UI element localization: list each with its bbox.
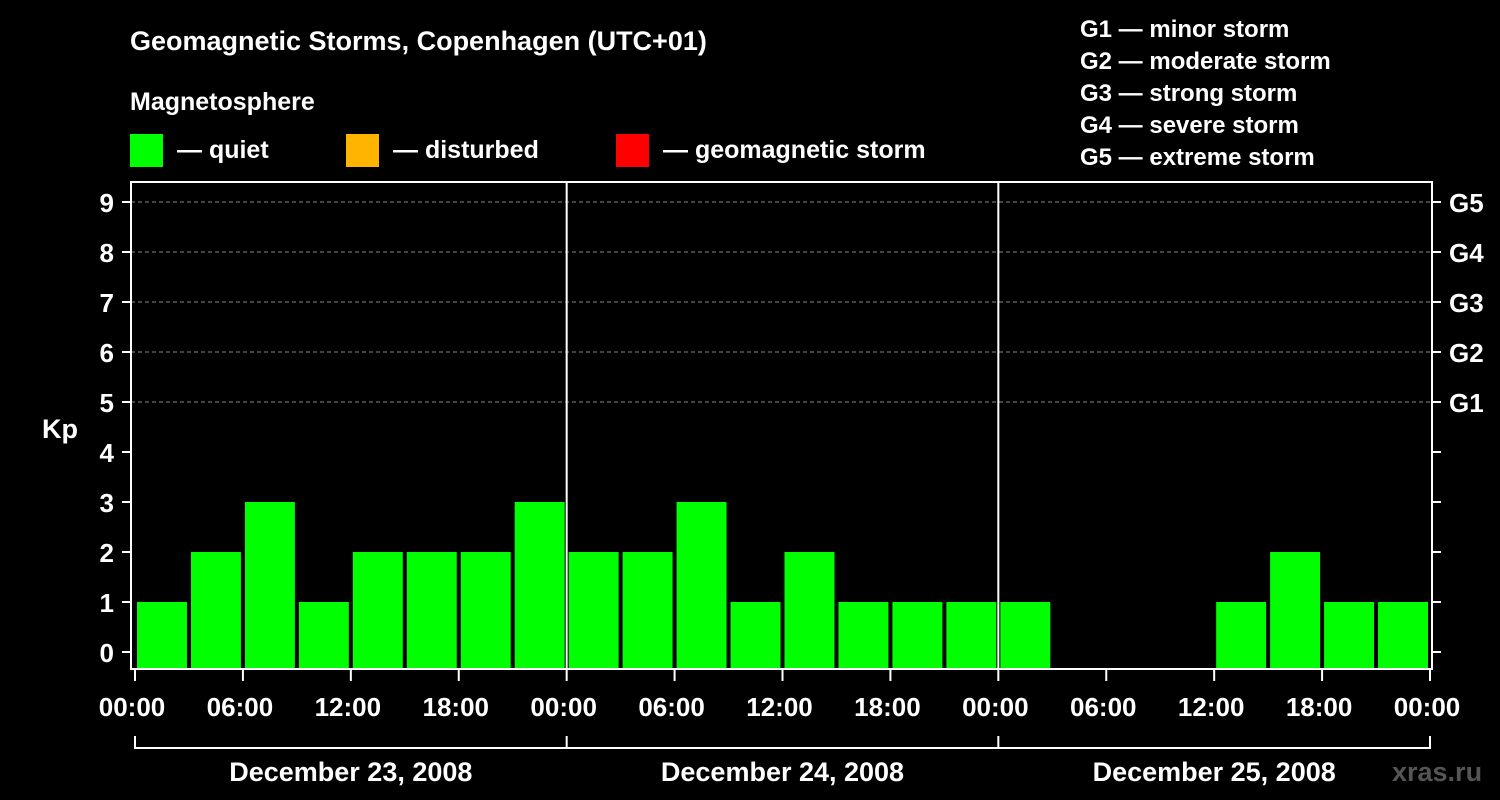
bar-5	[406, 552, 457, 668]
bar-7	[514, 502, 565, 668]
x-axis-ticks: 00:00 06:00 12:00 18:00 00:00 06:00 12:00 18:00…	[99, 669, 1461, 722]
legend: — quiet — disturbed — geomagnetic storm	[130, 134, 926, 167]
legend-label-disturbed: — disturbed	[393, 136, 539, 164]
x-tick-label-2: 12:00	[315, 692, 382, 722]
legend-label-quiet: — quiet	[177, 136, 269, 164]
storm-label-g5: G5	[1449, 188, 1484, 218]
x-tick-label-5: 06:00	[638, 692, 705, 722]
y-tick-label-7: 7	[100, 288, 114, 318]
x-tick-label-6: 12:00	[746, 692, 813, 722]
x-tick-label-1: 06:00	[207, 692, 274, 722]
y-tick-label-5: 5	[100, 388, 114, 418]
day-brackets: December 23, 2008 December 24, 2008 Decemb…	[134, 736, 1431, 787]
storm-label-g2: G2	[1449, 338, 1484, 368]
storm-scale-g1: G1 — minor storm	[1080, 16, 1289, 43]
y-tick-label-2: 2	[100, 538, 114, 568]
bar-11	[730, 602, 781, 668]
legend-swatch-quiet	[130, 134, 163, 167]
y-axis-label: Kp	[42, 414, 78, 444]
bar-14	[892, 602, 943, 668]
day-separators	[565, 182, 1000, 669]
day-label-1: December 24, 2008	[661, 757, 904, 787]
chart-title: Geomagnetic Storms, Copenhagen (UTC+01)	[130, 26, 707, 56]
storm-label-g4: G4	[1449, 238, 1484, 268]
day-label-2: December 25, 2008	[1093, 757, 1336, 787]
storm-scale-g3: G3 — strong storm	[1080, 80, 1297, 107]
legend-title: Magnetosphere	[130, 88, 315, 116]
bar-3	[298, 602, 349, 668]
plot-frame	[130, 181, 1433, 670]
bar-6	[460, 552, 511, 668]
grid-lines	[131, 201, 1432, 403]
x-tick-label-4: 00:00	[530, 692, 597, 722]
x-tick-label-8: 00:00	[962, 692, 1029, 722]
bar-10	[676, 502, 727, 668]
bar-16	[1000, 602, 1051, 668]
y-tick-label-1: 1	[100, 588, 114, 618]
watermark: xras.ru	[1392, 757, 1482, 787]
storm-label-g1: G1	[1449, 388, 1484, 418]
bar-20	[1216, 602, 1267, 668]
storm-scale-g4: G4 — severe storm	[1080, 112, 1299, 139]
x-tick-label-10: 12:00	[1178, 692, 1245, 722]
bar-4	[352, 552, 403, 668]
y-axis-ticks: 0 1 2 3 4 5 6 7 8 9	[100, 188, 131, 668]
day-label-0: December 23, 2008	[229, 757, 472, 787]
y-tick-label-8: 8	[100, 238, 114, 268]
x-tick-label-7: 18:00	[854, 692, 921, 722]
bar-2	[244, 502, 295, 668]
y-tick-label-9: 9	[100, 188, 114, 218]
x-tick-label-0: 00:00	[99, 692, 166, 722]
x-tick-label-9: 06:00	[1070, 692, 1137, 722]
bar-1	[190, 552, 241, 668]
bar-8	[568, 552, 619, 668]
bar-22	[1324, 602, 1375, 668]
x-tick-label-12: 00:00	[1394, 692, 1461, 722]
y-tick-label-4: 4	[100, 438, 115, 468]
x-tick-label-11: 18:00	[1286, 692, 1353, 722]
y-tick-label-0: 0	[100, 638, 114, 668]
legend-swatch-disturbed	[346, 134, 379, 167]
bar-21	[1270, 552, 1321, 668]
storm-label-g3: G3	[1449, 288, 1484, 318]
storm-axis-ticks: G1 G2 G3 G4 G5	[1432, 188, 1484, 653]
bar-12	[784, 552, 835, 668]
y-tick-label-6: 6	[100, 338, 114, 368]
legend-swatch-storm	[616, 134, 649, 167]
bar-9	[622, 552, 673, 668]
y-tick-label-3: 3	[100, 488, 114, 518]
x-tick-label-3: 18:00	[423, 692, 490, 722]
storm-scale-g2: G2 — moderate storm	[1080, 48, 1331, 75]
legend-label-storm: — geomagnetic storm	[663, 136, 926, 164]
bar-13	[838, 602, 889, 668]
bar-23	[1378, 602, 1428, 668]
bars	[137, 502, 1428, 668]
storm-scale-g5: G5 — extreme storm	[1080, 144, 1315, 171]
bar-0	[137, 602, 187, 668]
bar-15	[946, 602, 997, 668]
storm-scale-legend: G1 — minor storm G2 — moderate storm G3 …	[1080, 16, 1331, 171]
